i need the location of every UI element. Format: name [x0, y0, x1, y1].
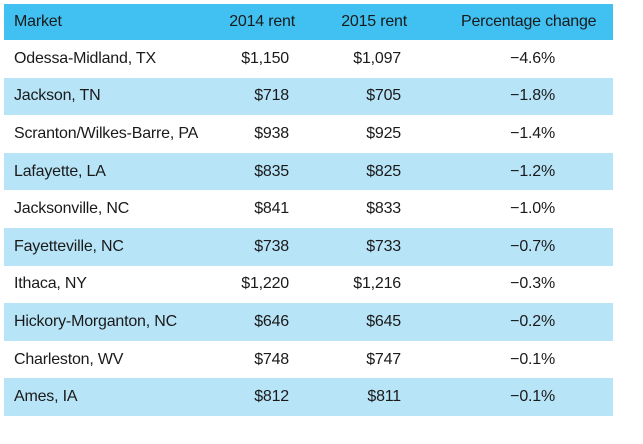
table-row: Lafayette, LA $835 $825 −1.2% [4, 152, 613, 191]
percentage-change-cell: −1.8% [510, 87, 555, 105]
rent-2014-cell: $1,220 [241, 275, 289, 293]
rent-2015-cell: $733 [366, 237, 401, 255]
market-cell: Fayetteville, NC [14, 237, 124, 255]
rent-2014-cell: $841 [254, 200, 289, 218]
table-row: Ames, IA $812 $811 −0.1% [4, 378, 613, 416]
column-header-market: Market [14, 13, 62, 30]
rent-2014-cell: $812 [254, 388, 289, 406]
table-row: Hickory-Morganton, NC $646 $645 −0.2% [4, 303, 613, 341]
rent-2015-cell: $747 [366, 350, 401, 368]
market-cell: Ithaca, NY [14, 275, 87, 293]
table-row: Jackson, TN $718 $705 −1.8% [4, 77, 613, 116]
percentage-change-cell: −1.2% [510, 162, 555, 180]
rent-2014-cell: $738 [254, 237, 289, 255]
market-cell: Hickory-Morganton, NC [14, 312, 177, 330]
rent-change-table: Market 2014 rent 2015 rent Percentage ch… [4, 4, 613, 416]
rent-2015-cell: $825 [366, 162, 401, 180]
table-body: Odessa-Midland, TX $1,150 $1,097 −4.6% Jacks… [4, 40, 613, 416]
table-row: Scranton/Wilkes-Barre, PA $938 $925 −1.4% [4, 115, 613, 153]
percentage-change-cell: −1.4% [510, 124, 555, 142]
rent-2015-cell: $645 [366, 312, 401, 330]
market-cell: Lafayette, LA [14, 162, 106, 180]
rent-2014-cell: $646 [254, 312, 289, 330]
rent-2014-cell: $1,150 [241, 49, 289, 67]
rent-2015-cell: $833 [366, 200, 401, 218]
rent-2015-cell: $811 [367, 388, 401, 406]
column-header-2014-rent: 2014 rent [229, 13, 295, 30]
market-cell: Jacksonville, NC [14, 200, 130, 218]
percentage-change-cell: −0.1% [510, 388, 555, 406]
table-row: Odessa-Midland, TX $1,150 $1,097 −4.6% [4, 40, 613, 78]
market-cell: Charleston, WV [14, 350, 124, 368]
table-row: Ithaca, NY $1,220 $1,216 −0.3% [4, 265, 613, 304]
percentage-change-cell: −0.2% [510, 312, 555, 330]
rent-2014-cell: $718 [254, 87, 289, 105]
rent-2014-cell: $835 [254, 162, 289, 180]
percentage-change-cell: −4.6% [510, 49, 555, 67]
column-header-2015-rent: 2015 rent [341, 13, 407, 30]
market-cell: Odessa-Midland, TX [14, 49, 156, 67]
rent-2015-cell: $925 [366, 124, 401, 142]
rent-2015-cell: $705 [366, 87, 401, 105]
table-row: Jacksonville, NC $841 $833 −1.0% [4, 190, 613, 228]
percentage-change-cell: −0.7% [510, 237, 555, 255]
rent-2015-cell: $1,097 [353, 49, 401, 67]
percentage-change-cell: −0.1% [510, 350, 555, 368]
market-cell: Jackson, TN [14, 87, 101, 105]
rent-2014-cell: $748 [254, 350, 289, 368]
table-header-row: Market 2014 rent 2015 rent Percentage ch… [4, 4, 613, 40]
rent-2015-cell: $1,216 [353, 275, 401, 293]
column-header-percentage-change: Percentage change [461, 13, 597, 30]
percentage-change-cell: −0.3% [510, 275, 555, 293]
table-row: Fayetteville, NC $738 $733 −0.7% [4, 227, 613, 266]
percentage-change-cell: −1.0% [510, 200, 555, 218]
table-row: Charleston, WV $748 $747 −0.1% [4, 340, 613, 379]
rent-2014-cell: $938 [254, 124, 289, 142]
market-cell: Ames, IA [14, 388, 78, 406]
market-cell: Scranton/Wilkes-Barre, PA [14, 124, 199, 142]
